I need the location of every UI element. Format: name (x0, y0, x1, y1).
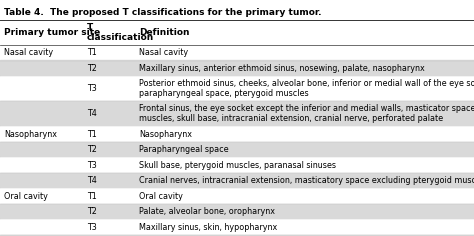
Text: T2: T2 (87, 145, 97, 154)
Bar (0, 126, 474, 142)
Bar (0, 188, 474, 204)
Text: Nasopharynx: Nasopharynx (4, 130, 57, 139)
Text: Parapharyngeal space: Parapharyngeal space (139, 145, 229, 154)
Text: T1: T1 (87, 48, 97, 57)
Text: T2: T2 (87, 207, 97, 216)
Text: T2: T2 (87, 64, 97, 73)
Text: T3: T3 (87, 223, 97, 232)
Text: Nasal cavity: Nasal cavity (139, 48, 188, 57)
Text: Frontal sinus, the eye socket except the inferior and medial walls, masticator s: Frontal sinus, the eye socket except the… (139, 104, 474, 123)
Text: Posterior ethmoid sinus, cheeks, alveolar bone, inferior or medial wall of the e: Posterior ethmoid sinus, cheeks, alveola… (139, 79, 474, 98)
Text: Maxillary sinus, skin, hypopharynx: Maxillary sinus, skin, hypopharynx (139, 223, 277, 232)
Bar (0, 101, 474, 126)
Text: T
classification: T classification (87, 23, 154, 42)
Bar (0, 45, 474, 60)
Text: T4: T4 (87, 109, 97, 118)
Text: Cranial nerves, intracranial extension, masticatory space excluding pterygoid mu: Cranial nerves, intracranial extension, … (139, 176, 474, 185)
Bar (0, 157, 474, 173)
Text: Skull base, pterygoid muscles, paranasal sinuses: Skull base, pterygoid muscles, paranasal… (139, 161, 336, 170)
Bar (0, 60, 474, 76)
Text: Oral cavity: Oral cavity (4, 192, 48, 201)
Bar (0, 76, 474, 101)
Text: Maxillary sinus, anterior ethmoid sinus, nosewing, palate, nasopharynx: Maxillary sinus, anterior ethmoid sinus,… (139, 64, 425, 73)
Text: Oral cavity: Oral cavity (139, 192, 183, 201)
Text: Table 4.  The proposed T classifications for the primary tumor.: Table 4. The proposed T classifications … (4, 8, 321, 17)
Bar (0, 173, 474, 188)
Text: Nasal cavity: Nasal cavity (4, 48, 53, 57)
Text: T1: T1 (87, 192, 97, 201)
Text: Palate, alveolar bone, oropharynx: Palate, alveolar bone, oropharynx (139, 207, 275, 216)
Text: Definition: Definition (139, 28, 190, 37)
Bar (0, 142, 474, 157)
Text: T3: T3 (87, 161, 97, 170)
Text: T3: T3 (87, 84, 97, 93)
Text: T1: T1 (87, 130, 97, 139)
Bar (0, 204, 474, 219)
Text: T4: T4 (87, 176, 97, 185)
Bar (0, 235, 474, 236)
Bar (0, 219, 474, 235)
Text: Primary tumor site: Primary tumor site (4, 28, 100, 37)
Text: Nasopharynx: Nasopharynx (139, 130, 192, 139)
